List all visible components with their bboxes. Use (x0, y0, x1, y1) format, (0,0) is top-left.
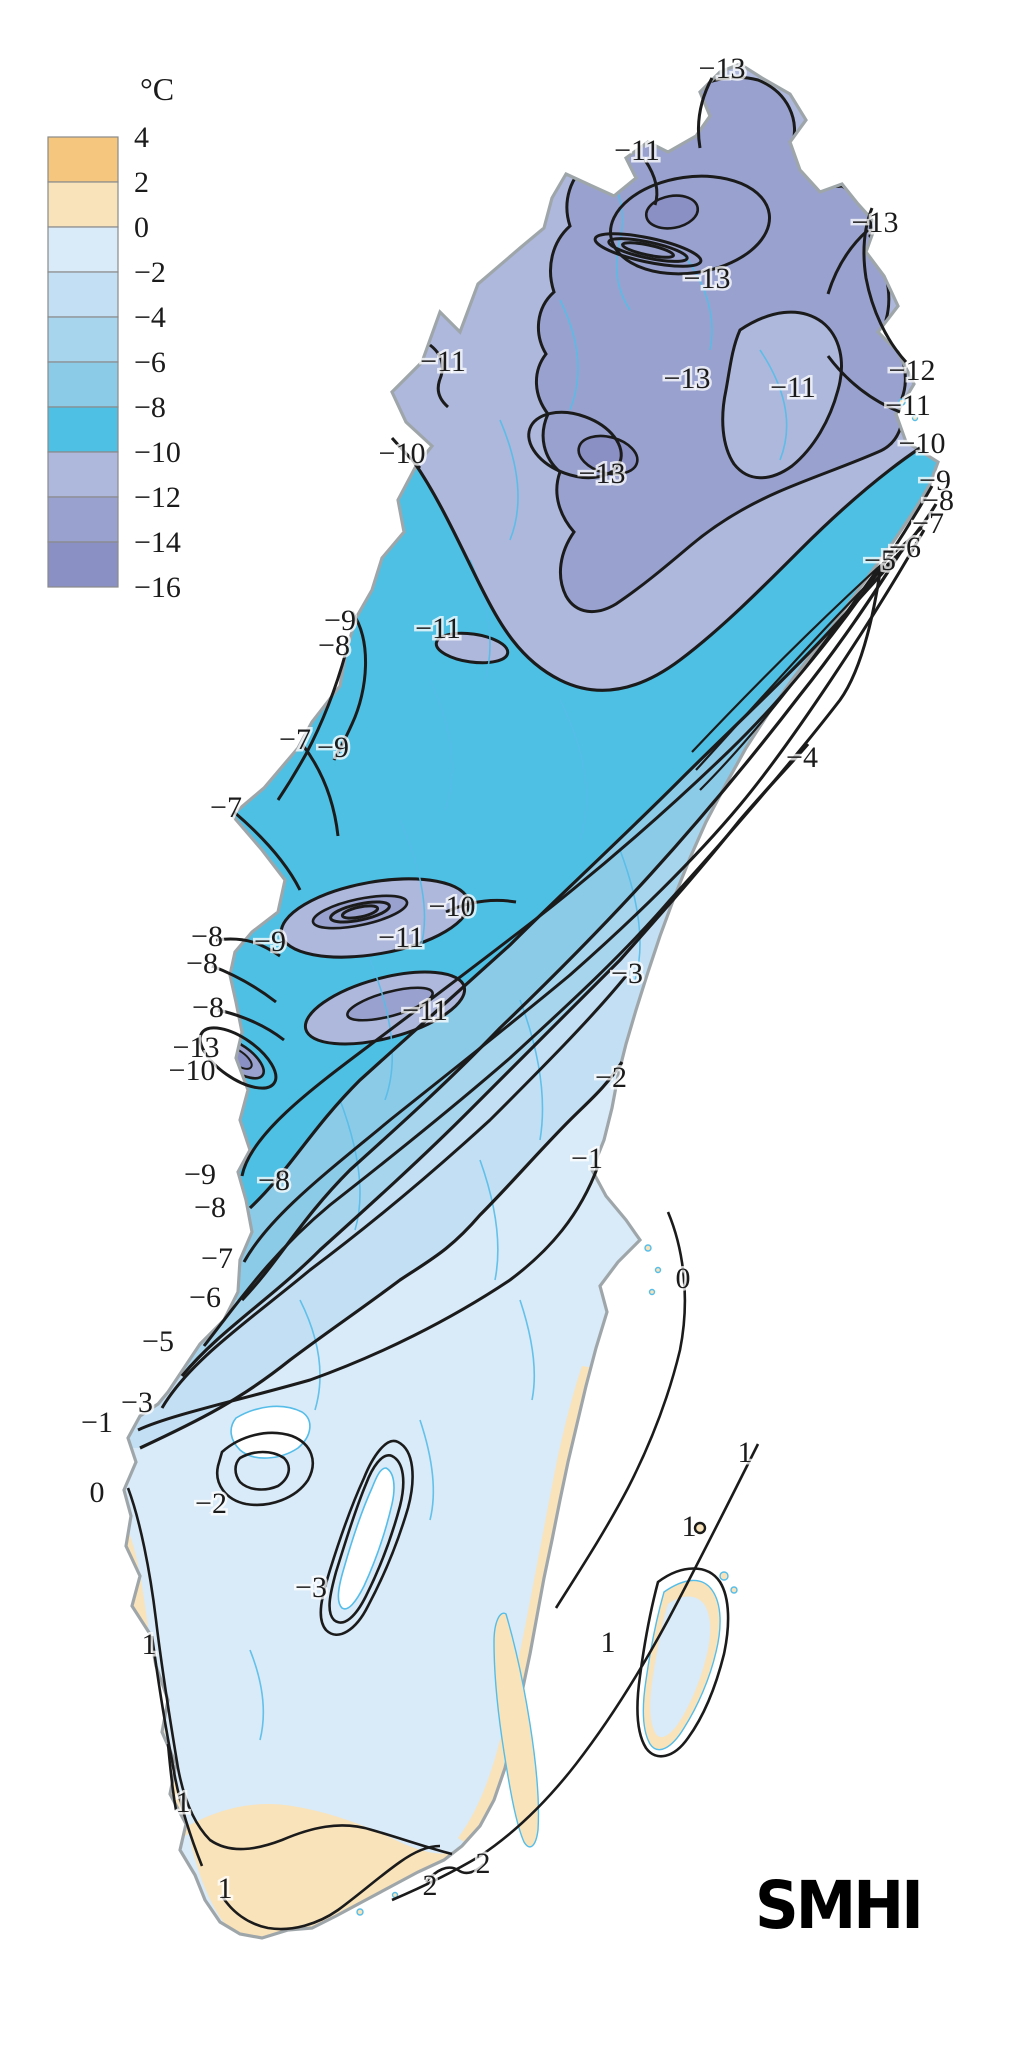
contour-label: −13 (684, 262, 731, 295)
contour-label: −3 (295, 1571, 327, 1604)
contour-label: 0 (90, 1476, 105, 1509)
contour-label: 2 (476, 1847, 491, 1880)
contour-label: 1 (218, 1872, 233, 1905)
legend-boundary-label: 4 (134, 121, 149, 154)
contour-label: −9 (324, 604, 356, 637)
contour-label: −11 (770, 371, 816, 404)
contour-label: 1 (601, 1626, 616, 1659)
contour-label: −8 (194, 1191, 226, 1224)
contour-label: −13 (664, 362, 711, 395)
contour-label: −1 (81, 1406, 113, 1439)
contour-label: −8 (318, 629, 350, 662)
contour-label: −11 (378, 921, 424, 954)
contour-label: −11 (420, 345, 466, 378)
contour-label: −10 (429, 890, 476, 923)
contour-label: −11 (614, 134, 660, 167)
legend-boundary-label: −10 (134, 436, 181, 469)
legend-swatch (47, 181, 119, 228)
contour-label: 1 (142, 1628, 157, 1661)
contour-label: 2 (423, 1869, 438, 1902)
legend-boundary-label: −8 (134, 391, 166, 424)
contour-label: −6 (189, 1281, 221, 1314)
contour-label: −4 (786, 741, 818, 774)
legend-swatch (47, 136, 119, 183)
contour-label: −12 (889, 354, 936, 387)
contour-label: −5 (864, 544, 896, 577)
legend-boundary-label: −16 (134, 571, 181, 604)
contour-label: −13 (173, 1031, 220, 1064)
contour-label: −7 (279, 723, 311, 756)
contour-label: −3 (611, 957, 643, 990)
contour-label: −8 (192, 991, 224, 1024)
contour-label: −8 (191, 920, 223, 953)
contour-label: −8 (922, 484, 954, 517)
contour-labels: −13−11−13−13−13−13−11−12−11−10−9−8−7−6−5… (79, 50, 957, 1908)
sweden-outline (122, 62, 940, 1940)
legend-swatch (47, 541, 119, 588)
contour-label: −9 (184, 1158, 216, 1191)
contour-label: −8 (186, 947, 218, 980)
contour-label: −7 (210, 791, 242, 824)
contour-label: 1 (682, 1510, 697, 1543)
contour-label: −10 (379, 437, 426, 470)
islands (356, 398, 919, 1916)
contour-label: −13 (579, 457, 626, 490)
contour-label: −1 (571, 1142, 603, 1175)
contour-label: −6 (889, 531, 921, 564)
contour-label: −11 (402, 994, 448, 1027)
contour-label: −3 (121, 1386, 153, 1419)
contour-label: −8 (258, 1164, 290, 1197)
legend-boundary-label: 0 (134, 211, 149, 244)
contour-label: −11 (415, 612, 461, 645)
legend-swatch (47, 271, 119, 318)
small-island (693, 1521, 707, 1535)
legend-swatch (47, 496, 119, 543)
legend-swatch (47, 226, 119, 273)
oland-island (493, 1612, 540, 1848)
legend-swatch (47, 316, 119, 363)
contour-label: −13 (699, 52, 746, 85)
legend-boundary-label: −12 (134, 481, 181, 514)
smhi-logo: SMHI (755, 1867, 924, 1944)
contour-label: −7 (201, 1242, 233, 1275)
legend-boundary-label: −4 (134, 301, 166, 334)
contour-label: −11 (885, 389, 931, 422)
legend-boundary-label: −2 (134, 256, 166, 289)
temperature-legend: °C 4 2 0 −2 −4 −6 −8 −10 −12 −14 −16 (47, 71, 181, 604)
contour-label: −10 (169, 1054, 216, 1087)
contour-label: −10 (899, 427, 946, 460)
legend-swatch (47, 406, 119, 453)
isotherm-contours (126, 77, 938, 1931)
contour-label: −5 (142, 1325, 174, 1358)
contour-label: −2 (195, 1487, 227, 1520)
legend-title: °C (140, 71, 174, 107)
legend-swatch (47, 361, 119, 408)
contour-label: 1 (176, 1786, 191, 1819)
legend-boundary-label: 2 (134, 166, 149, 199)
legend-swatch (47, 451, 119, 498)
contour-label: −13 (852, 206, 899, 239)
contour-label: −9 (254, 925, 286, 958)
legend-boundary-label: −14 (134, 526, 181, 559)
contour-label: −7 (912, 507, 944, 540)
contour-label: 0 (676, 1262, 691, 1295)
smhi-logo-text: SMHI (755, 1867, 921, 1944)
contour-label: −2 (595, 1061, 627, 1094)
contour-label: −9 (919, 464, 951, 497)
contour-label: −9 (317, 731, 349, 764)
contour-label: 1 (738, 1436, 753, 1469)
legend-boundary-label: −6 (134, 346, 166, 379)
